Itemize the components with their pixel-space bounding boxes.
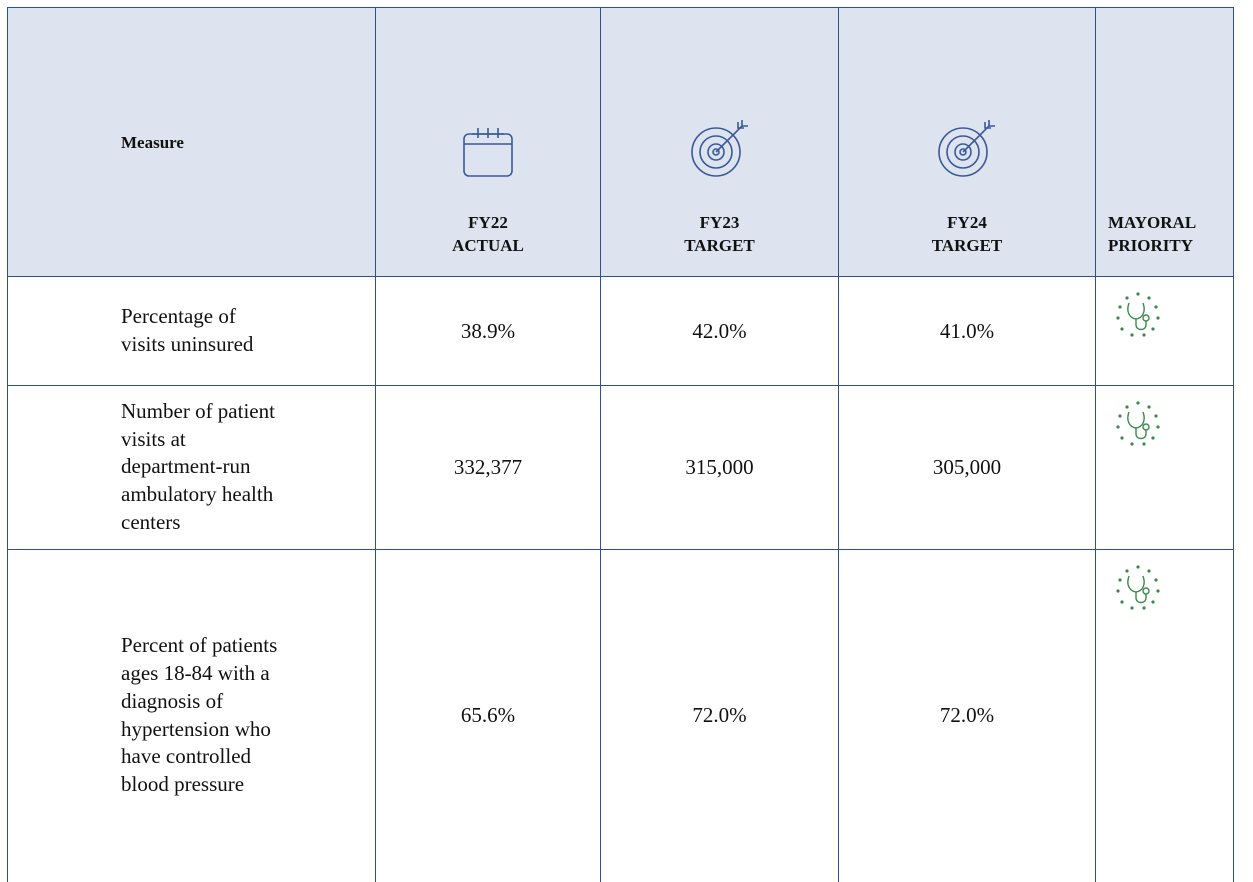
value-cell: 65.6% [375,548,601,882]
table-row: Number of patient visits at department-r… [7,385,1234,550]
priority-cell [1095,548,1234,882]
value-cell: 332,377 [375,385,601,550]
measure-text: Number of patient visits at department-r… [121,399,275,534]
header-label: MAYORAL PRIORITY [1108,213,1196,256]
value-cell: 305,000 [838,385,1096,550]
header-cell: Measure [7,7,376,277]
header-label: FY24 TARGET [931,213,1003,256]
measure-cell: Percent of patients ages 18-84 with a di… [7,548,376,882]
header-label: FY22 ACTUAL [452,213,524,256]
table-body: Percentage of visits uninsured 38.9% 42.0%… [7,276,1234,882]
calendar-icon [463,128,513,177]
value-cell: 72.0% [838,548,1096,882]
stethoscope-icon [1116,564,1160,610]
stethoscope-icon [1116,292,1160,337]
measure-text: Percent of patients ages 18-84 with a di… [121,633,278,797]
target-icon [938,120,995,177]
value-cell: 72.0% [600,548,839,882]
header-cell: MAYORAL PRIORITY [1095,7,1234,277]
header-label: Measure [121,132,184,152]
header-cell: FY24 TARGET [838,7,1096,277]
measure-text: Percentage of visits uninsured [121,304,254,356]
priority-cell [1095,385,1234,550]
value-cell: 38.9% [375,276,601,386]
target-icon [690,120,748,177]
page: Measure FY22 ACTUAL FY23 TARGET FY24 TAR… [7,7,1234,882]
value-cell: 41.0% [838,276,1096,386]
value-cell: 42.0% [600,276,839,386]
measure-cell: Number of patient visits at department-r… [7,385,376,550]
priority-cell [1095,276,1234,386]
header-row: Measure FY22 ACTUAL FY23 TARGET FY24 TAR… [7,7,1234,277]
header-cell: FY23 TARGET [600,7,839,277]
header-cell: FY22 ACTUAL [375,7,601,277]
table-row: Percentage of visits uninsured 38.9% 42.0%… [7,276,1234,386]
table-row: Percent of patients ages 18-84 with a di… [7,548,1234,882]
measure-table: Measure FY22 ACTUAL FY23 TARGET FY24 TAR… [7,7,1234,882]
header-label: FY23 TARGET [684,213,755,256]
stethoscope-icon [1116,401,1160,446]
measure-cell: Percentage of visits uninsured [7,276,376,386]
value-cell: 315,000 [600,385,839,550]
